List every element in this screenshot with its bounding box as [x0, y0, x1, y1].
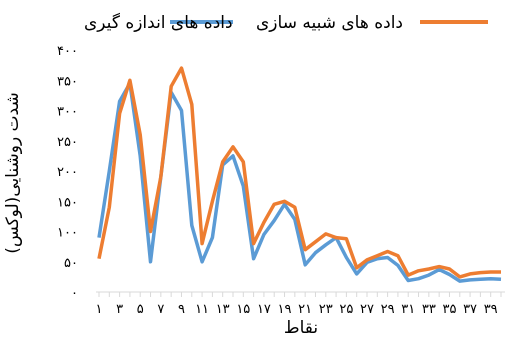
x-tick-label: ۳۱	[401, 302, 415, 317]
x-tick-label: ۱۷	[257, 302, 271, 317]
y-tick-label: ۱۰۰	[57, 226, 78, 241]
x-tick-label: ۷	[157, 302, 164, 317]
x-axis-title: نقاط	[284, 318, 318, 338]
series-line-simulated	[97, 66, 501, 279]
x-tick-label: ۱۳	[216, 302, 230, 317]
x-tick-label: ۱۹	[278, 302, 292, 317]
x-axis-ticks: ۱ ۳ ۵ ۷ ۹ ۱۱ ۱۳ ۱۵ ۱۷ ۱۹ ۲۱ ۲۳ ۲۵ ۲۷ ۲۹ ۳۱ ۳۳ ۳۵ ۳۷ ۳۹	[96, 302, 498, 317]
y-tick-label: ۱۵۰	[57, 195, 78, 210]
x-tick-label: ۳	[116, 302, 123, 317]
x-tick-label: ۳۳	[422, 302, 436, 317]
x-axis-minor-ticks	[98, 292, 502, 297]
x-tick-label: ۱	[96, 302, 103, 317]
x-tick-label: ۲۹	[381, 302, 395, 317]
x-tick-label: ۲۱	[298, 302, 312, 317]
x-tick-label: ۹	[178, 302, 185, 317]
x-tick-label: ۱۵	[236, 302, 250, 317]
y-axis-title: شدت روشنایی(لوکس)	[3, 92, 23, 253]
x-tick-label: ۳۹	[484, 302, 498, 317]
y-tick-label: ۴۰۰	[57, 44, 78, 59]
legend-label-simulated: داده های شبیه سازی	[256, 13, 403, 33]
y-tick-label: ۰	[71, 286, 78, 301]
series-lines	[97, 66, 502, 283]
y-axis-ticks: ۰ ۵۰ ۱۰۰ ۱۵۰ ۲۰۰ ۲۵۰ ۳۰۰ ۳۵۰ ۴۰۰	[57, 44, 78, 301]
legend-label-measured: داده های اندازه گیری	[84, 12, 233, 33]
x-tick-label: ۳۵	[442, 302, 456, 317]
y-tick-label: ۳۰۰	[57, 105, 78, 120]
x-tick-label: ۳۷	[463, 302, 477, 317]
y-tick-label: ۲۵۰	[57, 135, 78, 150]
x-tick-label: ۲۵	[339, 302, 353, 317]
x-tick-label: ۱۱	[195, 302, 209, 317]
x-tick-label: ۵	[137, 302, 144, 317]
y-tick-label: ۵۰	[64, 256, 78, 271]
legend: داده های اندازه گیری داده های شبیه سازی	[84, 12, 488, 33]
y-tick-label: ۳۵۰	[57, 74, 78, 89]
x-tick-label: ۲۷	[360, 302, 374, 317]
y-tick-label: ۲۰۰	[57, 165, 78, 180]
x-tick-label: ۲۳	[319, 302, 333, 317]
